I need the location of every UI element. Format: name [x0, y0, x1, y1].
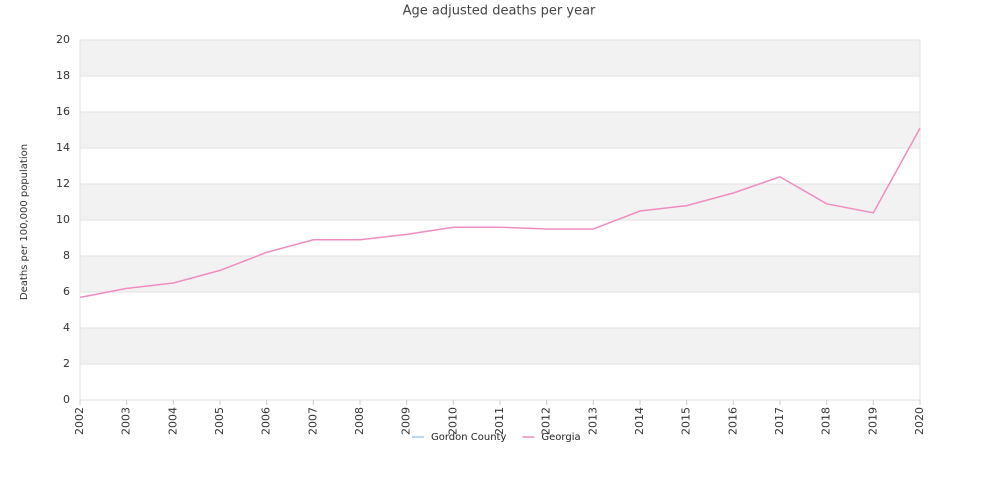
y-tick-label: 2: [63, 357, 70, 370]
x-tick-label: 2006: [260, 407, 273, 435]
grid-band: [80, 184, 920, 220]
grid-band: [80, 220, 920, 256]
x-tick-label: 2002: [73, 407, 86, 435]
y-axis-label: Deaths per 100,000 population: [19, 144, 30, 300]
legend-label: Gordon County: [431, 432, 506, 443]
grid-band: [80, 328, 920, 364]
x-tick-label: 2004: [166, 407, 179, 435]
x-tick-label: 2010: [446, 407, 459, 435]
legend-label: Georgia: [541, 432, 580, 443]
y-tick-label: 18: [56, 69, 70, 82]
x-tick-label: 2020: [913, 407, 926, 435]
x-tick-label: 2017: [773, 407, 786, 435]
y-tick-label: 16: [56, 105, 70, 118]
x-tick-label: 2003: [120, 407, 133, 435]
y-tick-label: 8: [63, 249, 70, 262]
x-tick-label: 2014: [633, 407, 646, 435]
x-tick-label: 2009: [400, 407, 413, 435]
x-tick-label: 2007: [306, 407, 319, 435]
x-tick-label: 2005: [213, 407, 226, 435]
y-tick-label: 0: [63, 393, 70, 406]
x-tick-label: 2016: [726, 407, 739, 435]
grid-band: [80, 292, 920, 328]
x-tick-label: 2019: [866, 407, 879, 435]
x-tick-label: 2011: [493, 407, 506, 435]
chart-title: Age adjusted deaths per year: [403, 4, 596, 19]
y-tick-label: 20: [56, 33, 70, 46]
y-tick-label: 4: [63, 321, 70, 334]
y-tick-label: 12: [56, 177, 70, 190]
series-line: [79, 127, 921, 299]
grid-band: [80, 76, 920, 112]
y-tick-label: 14: [56, 141, 70, 154]
x-tick-label: 2008: [353, 407, 366, 435]
y-tick-label: 6: [63, 285, 70, 298]
grid-band: [80, 364, 920, 400]
grid-band: [80, 40, 920, 76]
x-tick-label: 2012: [540, 407, 553, 435]
x-tick-label: 2018: [820, 407, 833, 435]
x-tick-label: 2015: [680, 407, 693, 435]
grid-band: [80, 256, 920, 292]
x-tick-label: 2013: [586, 407, 599, 435]
grid-band: [80, 112, 920, 148]
grid-band: [80, 148, 920, 184]
y-tick-label: 10: [56, 213, 70, 226]
